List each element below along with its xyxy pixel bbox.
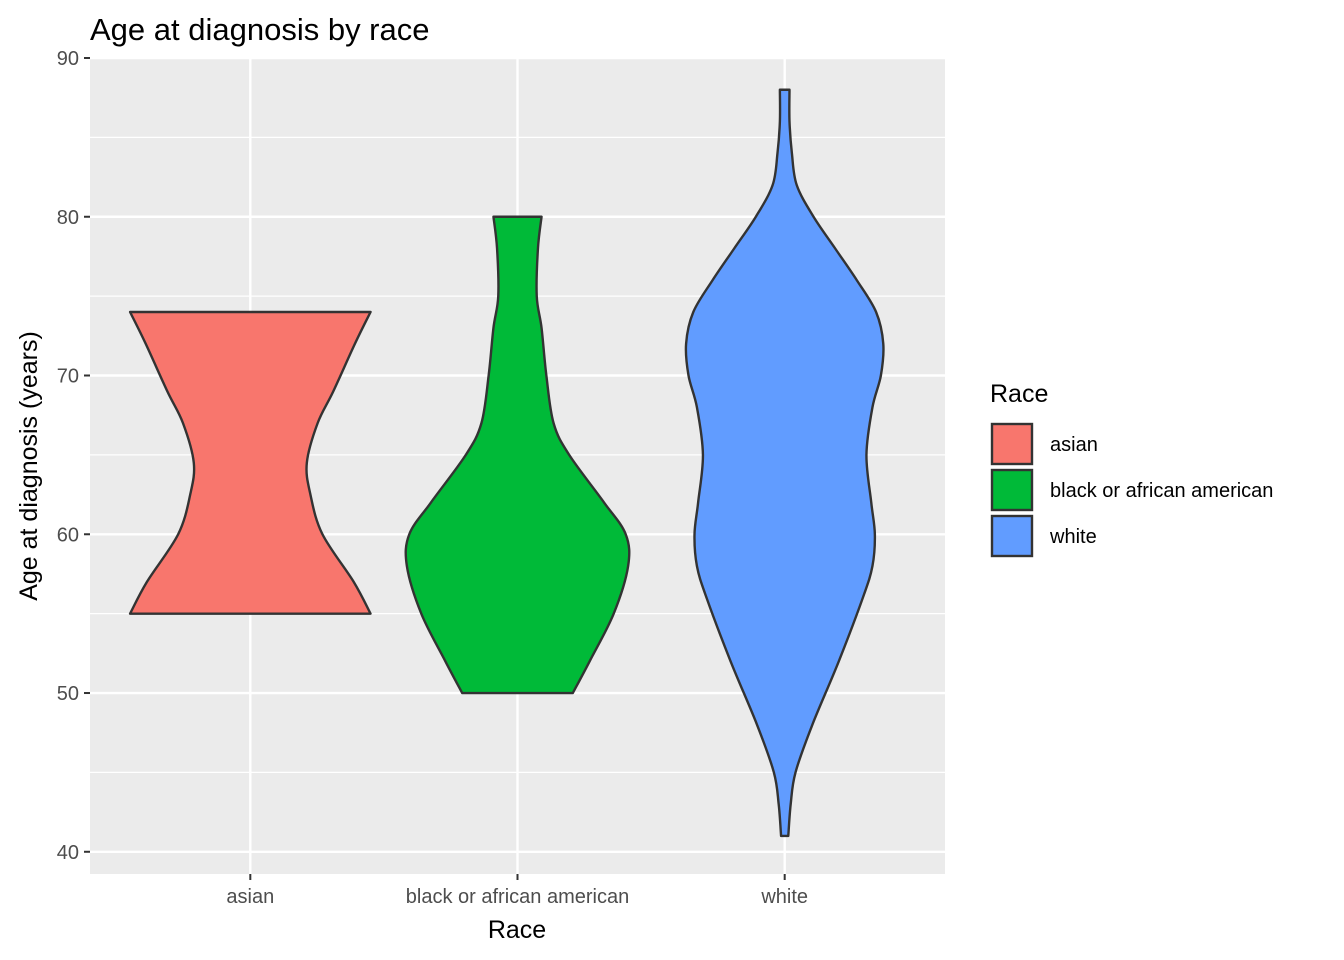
y-tick-label: 70 — [57, 366, 79, 388]
legend-label: black or african american — [1050, 480, 1273, 502]
legend: Race asian black or african american white — [990, 380, 1273, 558]
x-tick-label: white — [760, 886, 808, 908]
violin-asian — [128, 310, 372, 615]
violins — [128, 88, 885, 838]
legend-swatch — [990, 422, 1034, 466]
x-axis: asian black or african american white — [226, 874, 808, 908]
legend-label: white — [1049, 526, 1097, 548]
legend-title: Race — [990, 380, 1048, 408]
legend-swatch — [990, 468, 1034, 512]
y-axis-title: Age at diagnosis (years) — [15, 331, 43, 601]
y-tick-label: 40 — [57, 842, 79, 864]
y-tick-label: 50 — [57, 683, 79, 705]
y-tick-label: 60 — [57, 524, 79, 546]
x-tick-label: black or african american — [406, 886, 629, 908]
legend-swatch — [990, 514, 1034, 558]
y-tick-label: 80 — [57, 207, 79, 229]
y-axis: 40 50 60 70 80 90 — [57, 48, 90, 864]
violin-black-or-african-american — [404, 215, 631, 695]
x-axis-title: Race — [488, 916, 546, 944]
violin-white — [684, 88, 885, 838]
x-tick-label: asian — [226, 886, 274, 908]
legend-label: asian — [1050, 434, 1098, 456]
chart-title: Age at diagnosis by race — [90, 12, 430, 47]
y-tick-label: 90 — [57, 48, 79, 70]
